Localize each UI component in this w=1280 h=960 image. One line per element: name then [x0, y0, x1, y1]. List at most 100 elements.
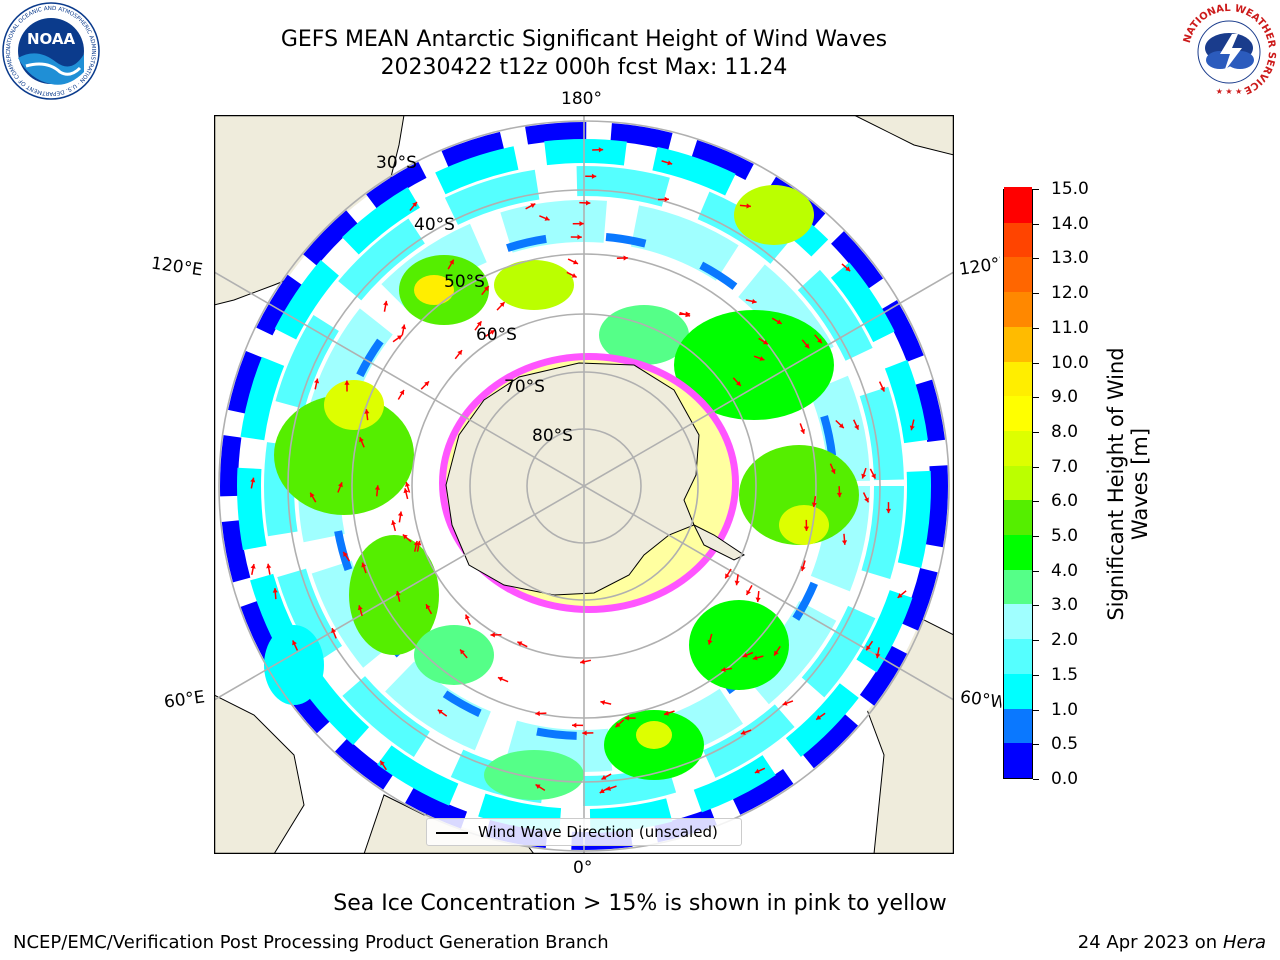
wind-vector-head [735, 381, 741, 386]
wind-vector-head [395, 590, 401, 596]
wind-vector-head [489, 330, 495, 335]
wind-vector-head [811, 502, 817, 508]
wind-vector-head [573, 259, 579, 265]
wind-vector-head [337, 482, 343, 488]
wind-vector-head [909, 425, 915, 431]
colorbar-tick-label: 15.0 [1051, 179, 1089, 199]
legend-label: Wind Wave Direction (unscaled) [478, 823, 718, 841]
wind-vector-head [250, 564, 256, 569]
lat-label-40s: 40°S [414, 215, 455, 235]
wind-vector-head [836, 492, 843, 498]
wind-vector-head [483, 286, 489, 292]
lat-label-70s: 70°S [504, 377, 545, 397]
wind-vector-head [885, 508, 892, 514]
colorbar-tick-label: 8.0 [1051, 421, 1079, 442]
wind-vector-head [357, 605, 363, 611]
colorbar-tick-label: 1.5 [1051, 664, 1079, 685]
wind-vector-head [374, 485, 380, 490]
wind-vector-head [399, 390, 404, 396]
wind-vector-head [725, 573, 730, 579]
wind-vector-head [776, 319, 782, 324]
wind-vector-head [615, 722, 621, 728]
wind-vector-head [803, 526, 810, 531]
colorbar-segment [1004, 360, 1032, 397]
colorbar-tick [1033, 362, 1039, 364]
colorbar-tick [1033, 397, 1039, 399]
colorbar-segment [1004, 395, 1032, 431]
colorbar-tick-label: 13.0 [1051, 248, 1089, 269]
colorbar-segment [1004, 187, 1032, 223]
colorbar-tick-label: 14.0 [1051, 213, 1089, 234]
wind-vector-head [599, 788, 605, 794]
wind-vector-head [742, 652, 748, 658]
lon-label-120w: 120°W [957, 254, 1003, 280]
wind-vector-head [800, 428, 805, 434]
wind-vector-head [751, 298, 757, 304]
wind-vector-head [572, 722, 577, 728]
colorbar-segment [1004, 499, 1032, 536]
colorbar-tick [1033, 779, 1039, 780]
wind-vector-head [880, 386, 885, 392]
colorbar-tick [1033, 466, 1039, 468]
colorbar-tick-label: 5.0 [1051, 526, 1079, 547]
wind-vector-head [402, 534, 408, 540]
colorbar-tick [1033, 536, 1039, 538]
colorbar-tick [1033, 431, 1039, 433]
colorbar-tick-label: 0.0 [1051, 769, 1079, 789]
wind-vector-head [460, 649, 465, 655]
colorbar-segment [1004, 291, 1032, 327]
wind-vector-head [449, 259, 454, 265]
colorbar-tick-label: 2.0 [1051, 630, 1079, 651]
wind-vector-head [314, 378, 320, 384]
wind-vector-head [897, 593, 903, 598]
wind-vector-head [598, 147, 604, 153]
colorbar-tick-label: 6.0 [1051, 491, 1079, 512]
wind-vector-head [664, 196, 669, 202]
wind-vector-head [580, 659, 585, 665]
wind-vector-head [624, 715, 629, 721]
colorbar-tick-label: 9.0 [1051, 387, 1079, 408]
footer-date: 24 Apr 2023 on Hera [1078, 933, 1266, 953]
wind-vector-head [465, 614, 470, 620]
wind-vector-head [364, 409, 370, 414]
wind-vector-head [582, 730, 587, 736]
wind-vector-head [762, 339, 768, 345]
footer-date-text: 24 Apr 2023 on [1077, 932, 1218, 953]
wind-vector-head [861, 473, 867, 479]
wind-vector-head [457, 350, 463, 356]
wind-vector-head [344, 380, 350, 385]
colorbar-tick [1033, 605, 1039, 607]
wind-vector-head [845, 266, 851, 272]
colorbar-tick [1033, 570, 1039, 572]
wind-vector-head [755, 597, 761, 602]
lon-label-60w: 60°W [958, 687, 1004, 713]
wind-vector-head [740, 730, 746, 735]
lat-label-30s: 30°S [376, 153, 417, 173]
wind-vector-head [838, 423, 844, 429]
colorbar-segment [1004, 708, 1032, 744]
wind-vector-head [535, 710, 540, 717]
legend-line-icon [436, 832, 468, 834]
colorbar-segment [1004, 326, 1032, 362]
wind-vector-head [746, 203, 751, 209]
footer-host: Hera [1222, 932, 1266, 953]
wind-vector-head [600, 700, 606, 706]
wind-vector-head [707, 639, 713, 645]
colorbar-tick [1033, 744, 1039, 746]
wind-vector-head [544, 216, 550, 221]
wind-vector-head [591, 173, 597, 179]
wind-vector-head [800, 566, 806, 572]
chart-subtitle: 20230422 t12z 000h fcst Max: 11.24 [380, 55, 788, 80]
nws-logo: NATIONAL WEATHER SERVICE ★ ★ ★ [1182, 3, 1277, 98]
wind-vector-head [579, 221, 584, 227]
colorbar-segment [1004, 534, 1032, 570]
wind-vector-head [754, 768, 760, 774]
colorbar-tick [1033, 640, 1039, 642]
noaa-text: NOAA [27, 30, 76, 48]
wind-vector-head [292, 640, 297, 646]
wind-vector-head [272, 588, 278, 593]
svg-text:★ ★ ★: ★ ★ ★ [1216, 87, 1243, 96]
wind-vector-head [490, 632, 495, 638]
colorbar [1003, 187, 1033, 779]
colorbar-tick-label: 10.0 [1051, 352, 1089, 373]
